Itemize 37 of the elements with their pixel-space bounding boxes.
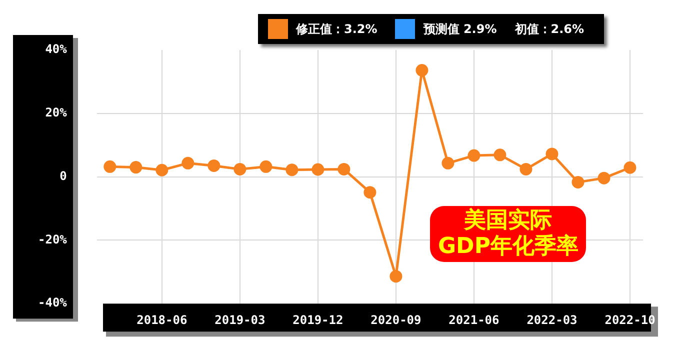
text: 修正值：3.2% [296, 20, 378, 38]
point [104, 160, 116, 173]
point [338, 162, 350, 176]
point [494, 148, 506, 162]
point [286, 164, 298, 176]
point [130, 161, 142, 174]
x-tick-label: 2018-06 [136, 312, 188, 327]
point [156, 164, 168, 176]
text: 美国实际 GDP年化季率 [430, 206, 586, 262]
x-tick-label: 2021-06 [448, 312, 500, 327]
x-tick-label: 2022-10 [604, 312, 656, 327]
y-tick-label: 40% [45, 42, 68, 56]
y-tick-label: 0 [60, 168, 67, 183]
point [468, 149, 480, 162]
point [442, 156, 454, 170]
point [416, 64, 428, 77]
point [624, 161, 636, 174]
point [234, 162, 246, 176]
point [546, 148, 558, 160]
point [312, 163, 324, 176]
y-tick-label: -20% [38, 232, 68, 246]
text: 预测值 2.9% [423, 20, 497, 38]
x-tick-label: 2020-09 [370, 312, 422, 327]
point [364, 186, 376, 199]
text: 初值：2.6% [514, 20, 584, 38]
point [572, 176, 584, 188]
point [598, 172, 610, 184]
point [260, 160, 272, 173]
y-tick-label: -40% [38, 296, 68, 310]
y-tick-label: 20% [45, 106, 68, 120]
x-tick-label: 2019-03 [214, 312, 266, 327]
x-tick-label: 2022-03 [526, 312, 578, 327]
point [390, 270, 402, 283]
x-tick-label: 2019-12 [292, 312, 344, 327]
point [208, 159, 220, 172]
point [182, 156, 194, 170]
point [520, 162, 532, 176]
